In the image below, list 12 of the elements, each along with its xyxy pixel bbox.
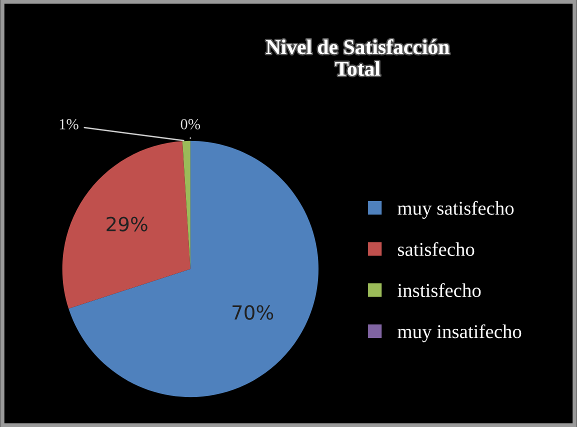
legend-label: muy insatifecho [398,324,522,342]
pie-slice [68,140,318,398]
text: 0% [180,119,200,130]
chart-title: Nivel de Satisfacción Total [266,39,450,76]
pie-slice [62,141,190,309]
data-label: 1% [60,119,78,130]
pie-slice [182,140,190,270]
legend-label: instisfecho [398,283,481,298]
legend-label: satisfecho [398,242,474,256]
data-label: 70% [232,305,274,320]
legend-label: muy satisfecho [398,200,514,219]
data-label: 29% [106,216,148,232]
